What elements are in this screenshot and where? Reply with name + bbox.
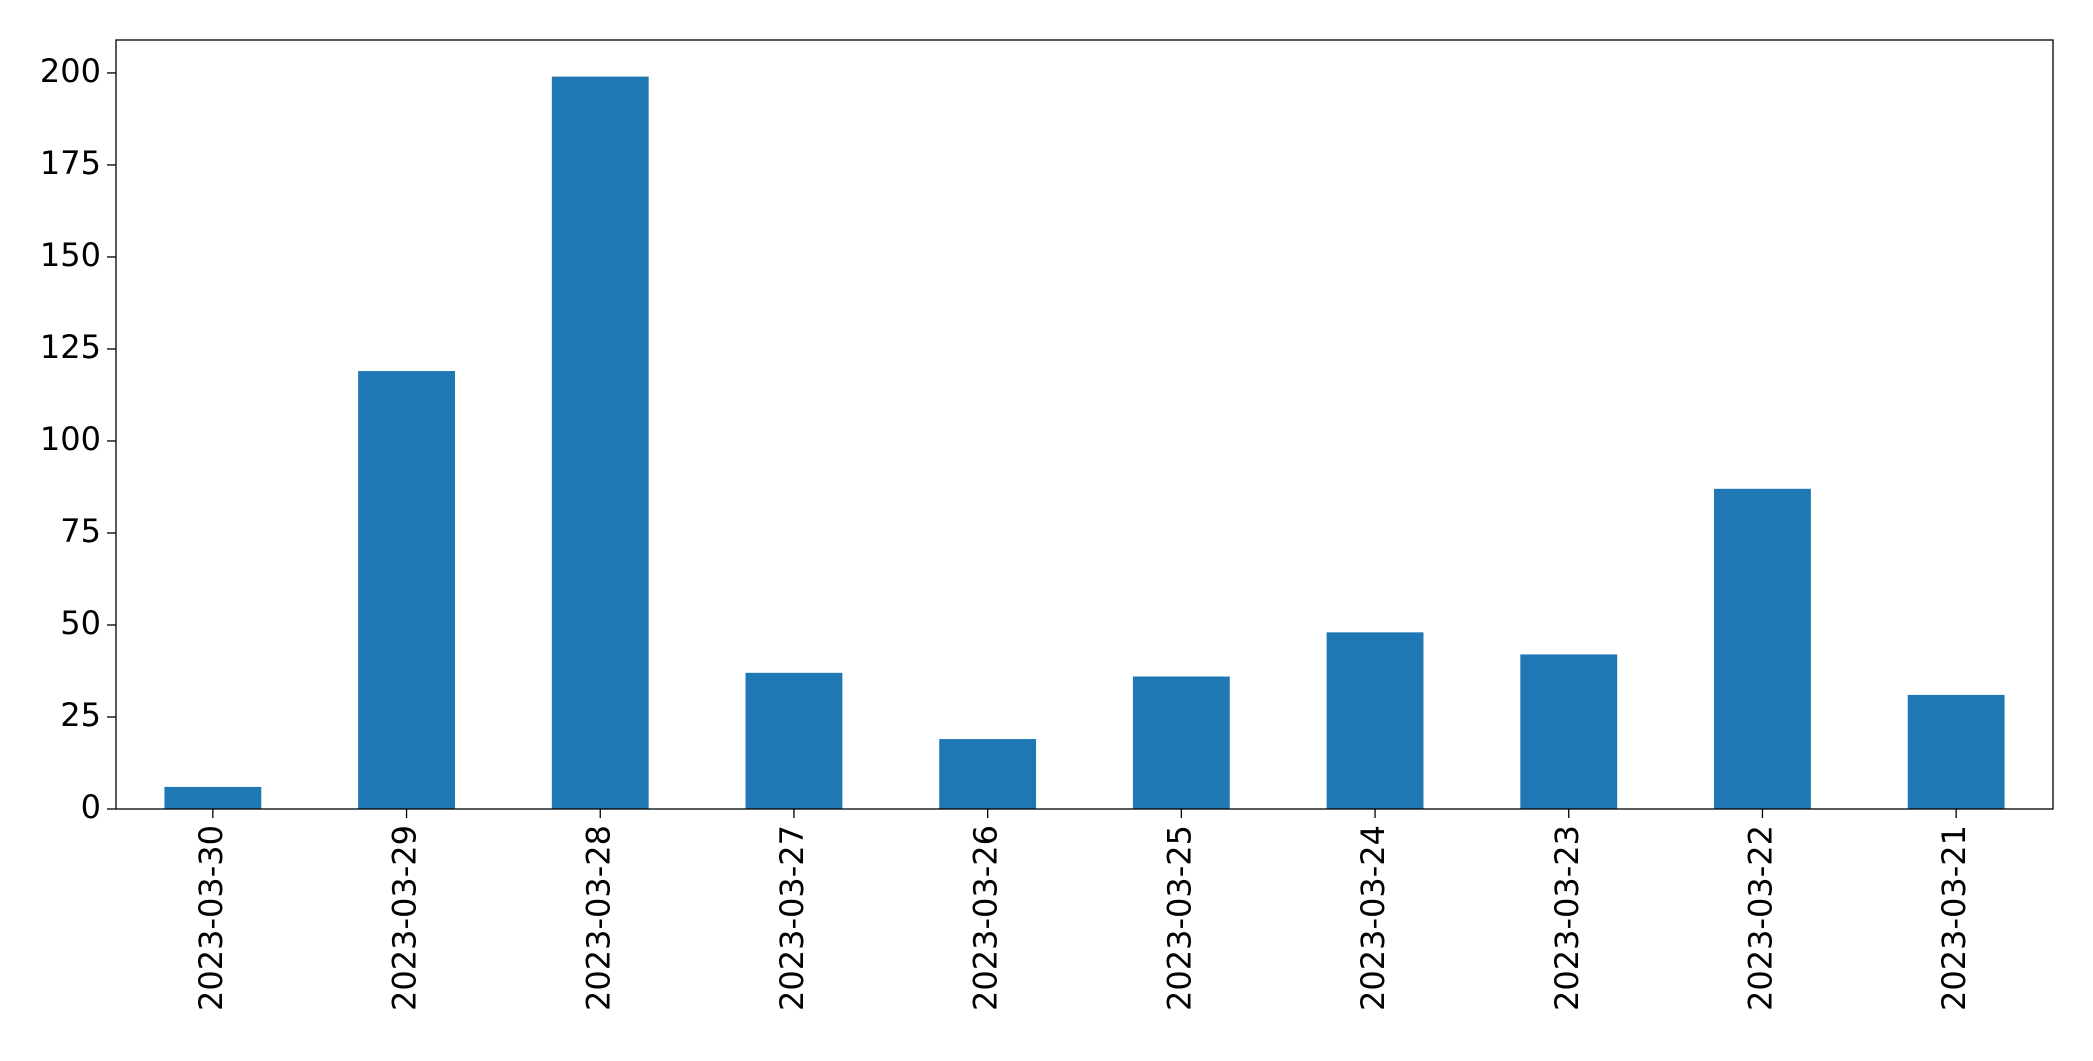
y-tick-label: 175 (40, 144, 101, 182)
x-tick-label: 2023-03-24 (1354, 825, 1392, 1011)
bar (1714, 488, 1811, 809)
plot-frame (115, 39, 2054, 810)
y-tick-label: 200 (40, 52, 101, 90)
bar (1132, 676, 1230, 809)
y-tick-label: 100 (40, 420, 101, 458)
x-tick-label: 2023-03-21 (1935, 825, 1973, 1011)
bar (745, 672, 843, 809)
x-tick-label: 2023-03-27 (773, 825, 811, 1011)
y-tick-label: 0 (81, 788, 101, 826)
bar (1326, 632, 1424, 809)
y-tick-label: 125 (40, 328, 101, 366)
y-tick-label: 25 (60, 696, 101, 734)
x-tick-label: 2023-03-22 (1741, 825, 1779, 1011)
bar (358, 371, 455, 809)
x-tick-label: 2023-03-26 (967, 825, 1005, 1011)
bar (551, 76, 649, 810)
y-tick-label: 150 (40, 236, 101, 274)
bar (1520, 654, 1618, 809)
bar (1907, 694, 2005, 809)
y-tick-label: 50 (60, 604, 101, 642)
y-tick-label: 75 (60, 512, 101, 550)
x-tick-label: 2023-03-23 (1548, 825, 1586, 1011)
bar (939, 739, 1037, 809)
bar (164, 786, 262, 809)
x-tick-label: 2023-03-29 (386, 825, 424, 1011)
x-tick-label: 2023-03-30 (192, 825, 230, 1011)
x-tick-label: 2023-03-25 (1160, 825, 1198, 1011)
x-tick-label: 2023-03-28 (579, 825, 617, 1011)
